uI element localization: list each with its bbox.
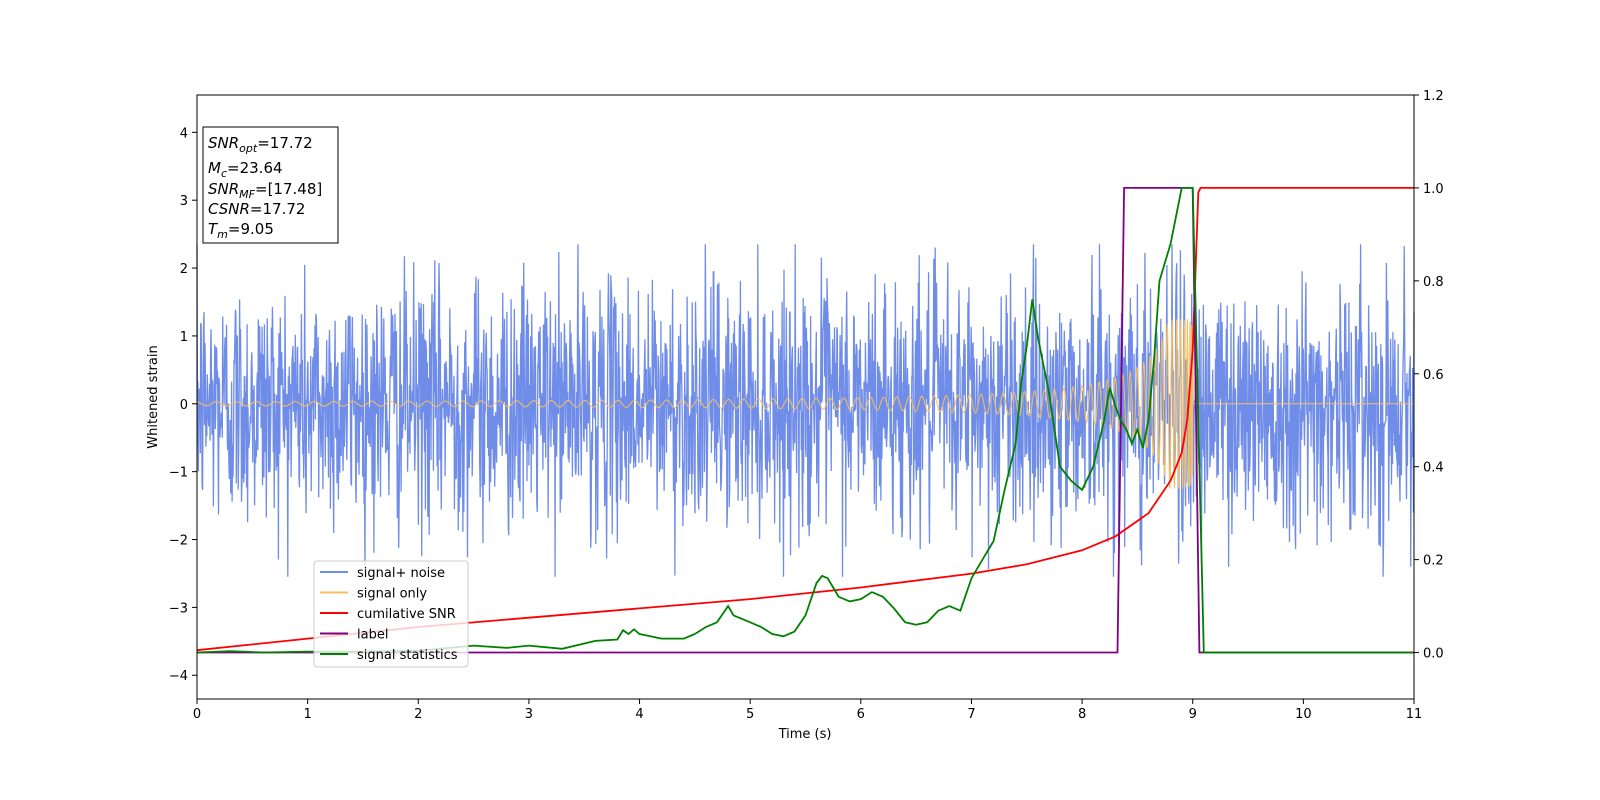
y-right-tick-label: 0.8 [1423, 275, 1444, 290]
x-tick-label: 5 [746, 707, 754, 722]
y-right-tick-label: 0.6 [1423, 368, 1444, 383]
series-signal-only [196, 319, 1414, 490]
y-tick-label: 4 [180, 126, 188, 141]
y-tick-label: 3 [180, 194, 188, 209]
series-signal-statistics [196, 186, 1414, 654]
x-tick-label: 2 [414, 707, 422, 722]
y-right-tick-label: 0.2 [1423, 554, 1444, 569]
x-tick-label: 6 [857, 707, 865, 722]
y-tick-label: −2 [169, 534, 188, 549]
legend-item-cumilative-snr: cumilative SNR [357, 607, 456, 622]
y-axis-label: Whitened strain [146, 345, 161, 448]
y-tick-label: −4 [169, 669, 188, 684]
x-axis-label: Time (s) [778, 727, 832, 742]
x-tick-label: 7 [967, 707, 975, 722]
x-tick-label: 3 [525, 707, 533, 722]
plot-frame [196, 94, 1415, 700]
y-tick-label: −3 [169, 601, 188, 616]
y-right-tick-label: 1.2 [1423, 89, 1444, 104]
x-tick-label: 0 [193, 707, 201, 722]
info-box-line: SNRopt=17.72 [208, 134, 313, 155]
series-signal-noise [196, 244, 1415, 577]
info-box-line: Tm=9.05 [208, 220, 274, 241]
legend-item-signal-noise: signal+ noise [357, 566, 445, 581]
x-tick-label: 8 [1078, 707, 1086, 722]
legend-frame [313, 560, 469, 668]
y-tick-label: −1 [169, 466, 188, 481]
y-right-tick-label: 1.0 [1423, 182, 1444, 197]
x-tick-label: 9 [1189, 707, 1197, 722]
info-box-line: SNRMF=[17.48] [208, 180, 322, 201]
y-tick-label: 2 [180, 262, 188, 277]
legend: signal+ noise signal only cumilative SNR la… [313, 560, 469, 668]
info-box-line: CSNR=17.72 [208, 200, 305, 218]
info-box-line: Mc=23.64 [208, 159, 283, 180]
y-tick-label: 0 [180, 398, 188, 413]
y-right-tick-label: 0.0 [1423, 647, 1444, 662]
x-tick-label: 10 [1295, 707, 1312, 722]
legend-item-signal-only: signal only [357, 587, 427, 602]
x-tick-label: 4 [635, 707, 643, 722]
x-tick-label: 1 [303, 707, 311, 722]
legend-item-signal-statistics: signal statistics [357, 648, 458, 663]
x-tick-label: 11 [1406, 707, 1423, 722]
y-tick-label: 1 [180, 330, 188, 345]
info-box-frame [202, 126, 339, 244]
ticks-layer: 0 1 2 3 4 5 6 7 8 9 10 11 −4 −3 −2 −1 0 1 2 3 4 0.0 0.2 0.4 0.6 0… [169, 89, 1444, 722]
y-right-tick-label: 0.4 [1423, 461, 1444, 476]
legend-item-label: label [357, 628, 388, 643]
info-box: SNRopt=17.72 Mc=23.64SNRMF=[17.48]CSNR=17… [202, 126, 339, 244]
series-layer [196, 186, 1415, 654]
